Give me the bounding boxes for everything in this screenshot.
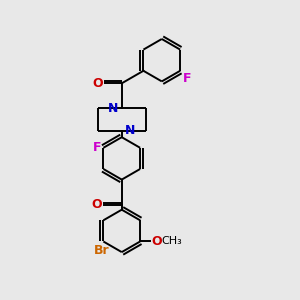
Text: Br: Br — [94, 244, 110, 257]
Text: F: F — [182, 72, 191, 85]
Text: O: O — [151, 235, 162, 248]
Text: O: O — [92, 77, 103, 90]
Text: N: N — [125, 124, 136, 137]
Text: F: F — [92, 141, 101, 154]
Text: N: N — [107, 102, 118, 115]
Text: CH₃: CH₃ — [161, 236, 182, 247]
Text: O: O — [91, 198, 101, 211]
